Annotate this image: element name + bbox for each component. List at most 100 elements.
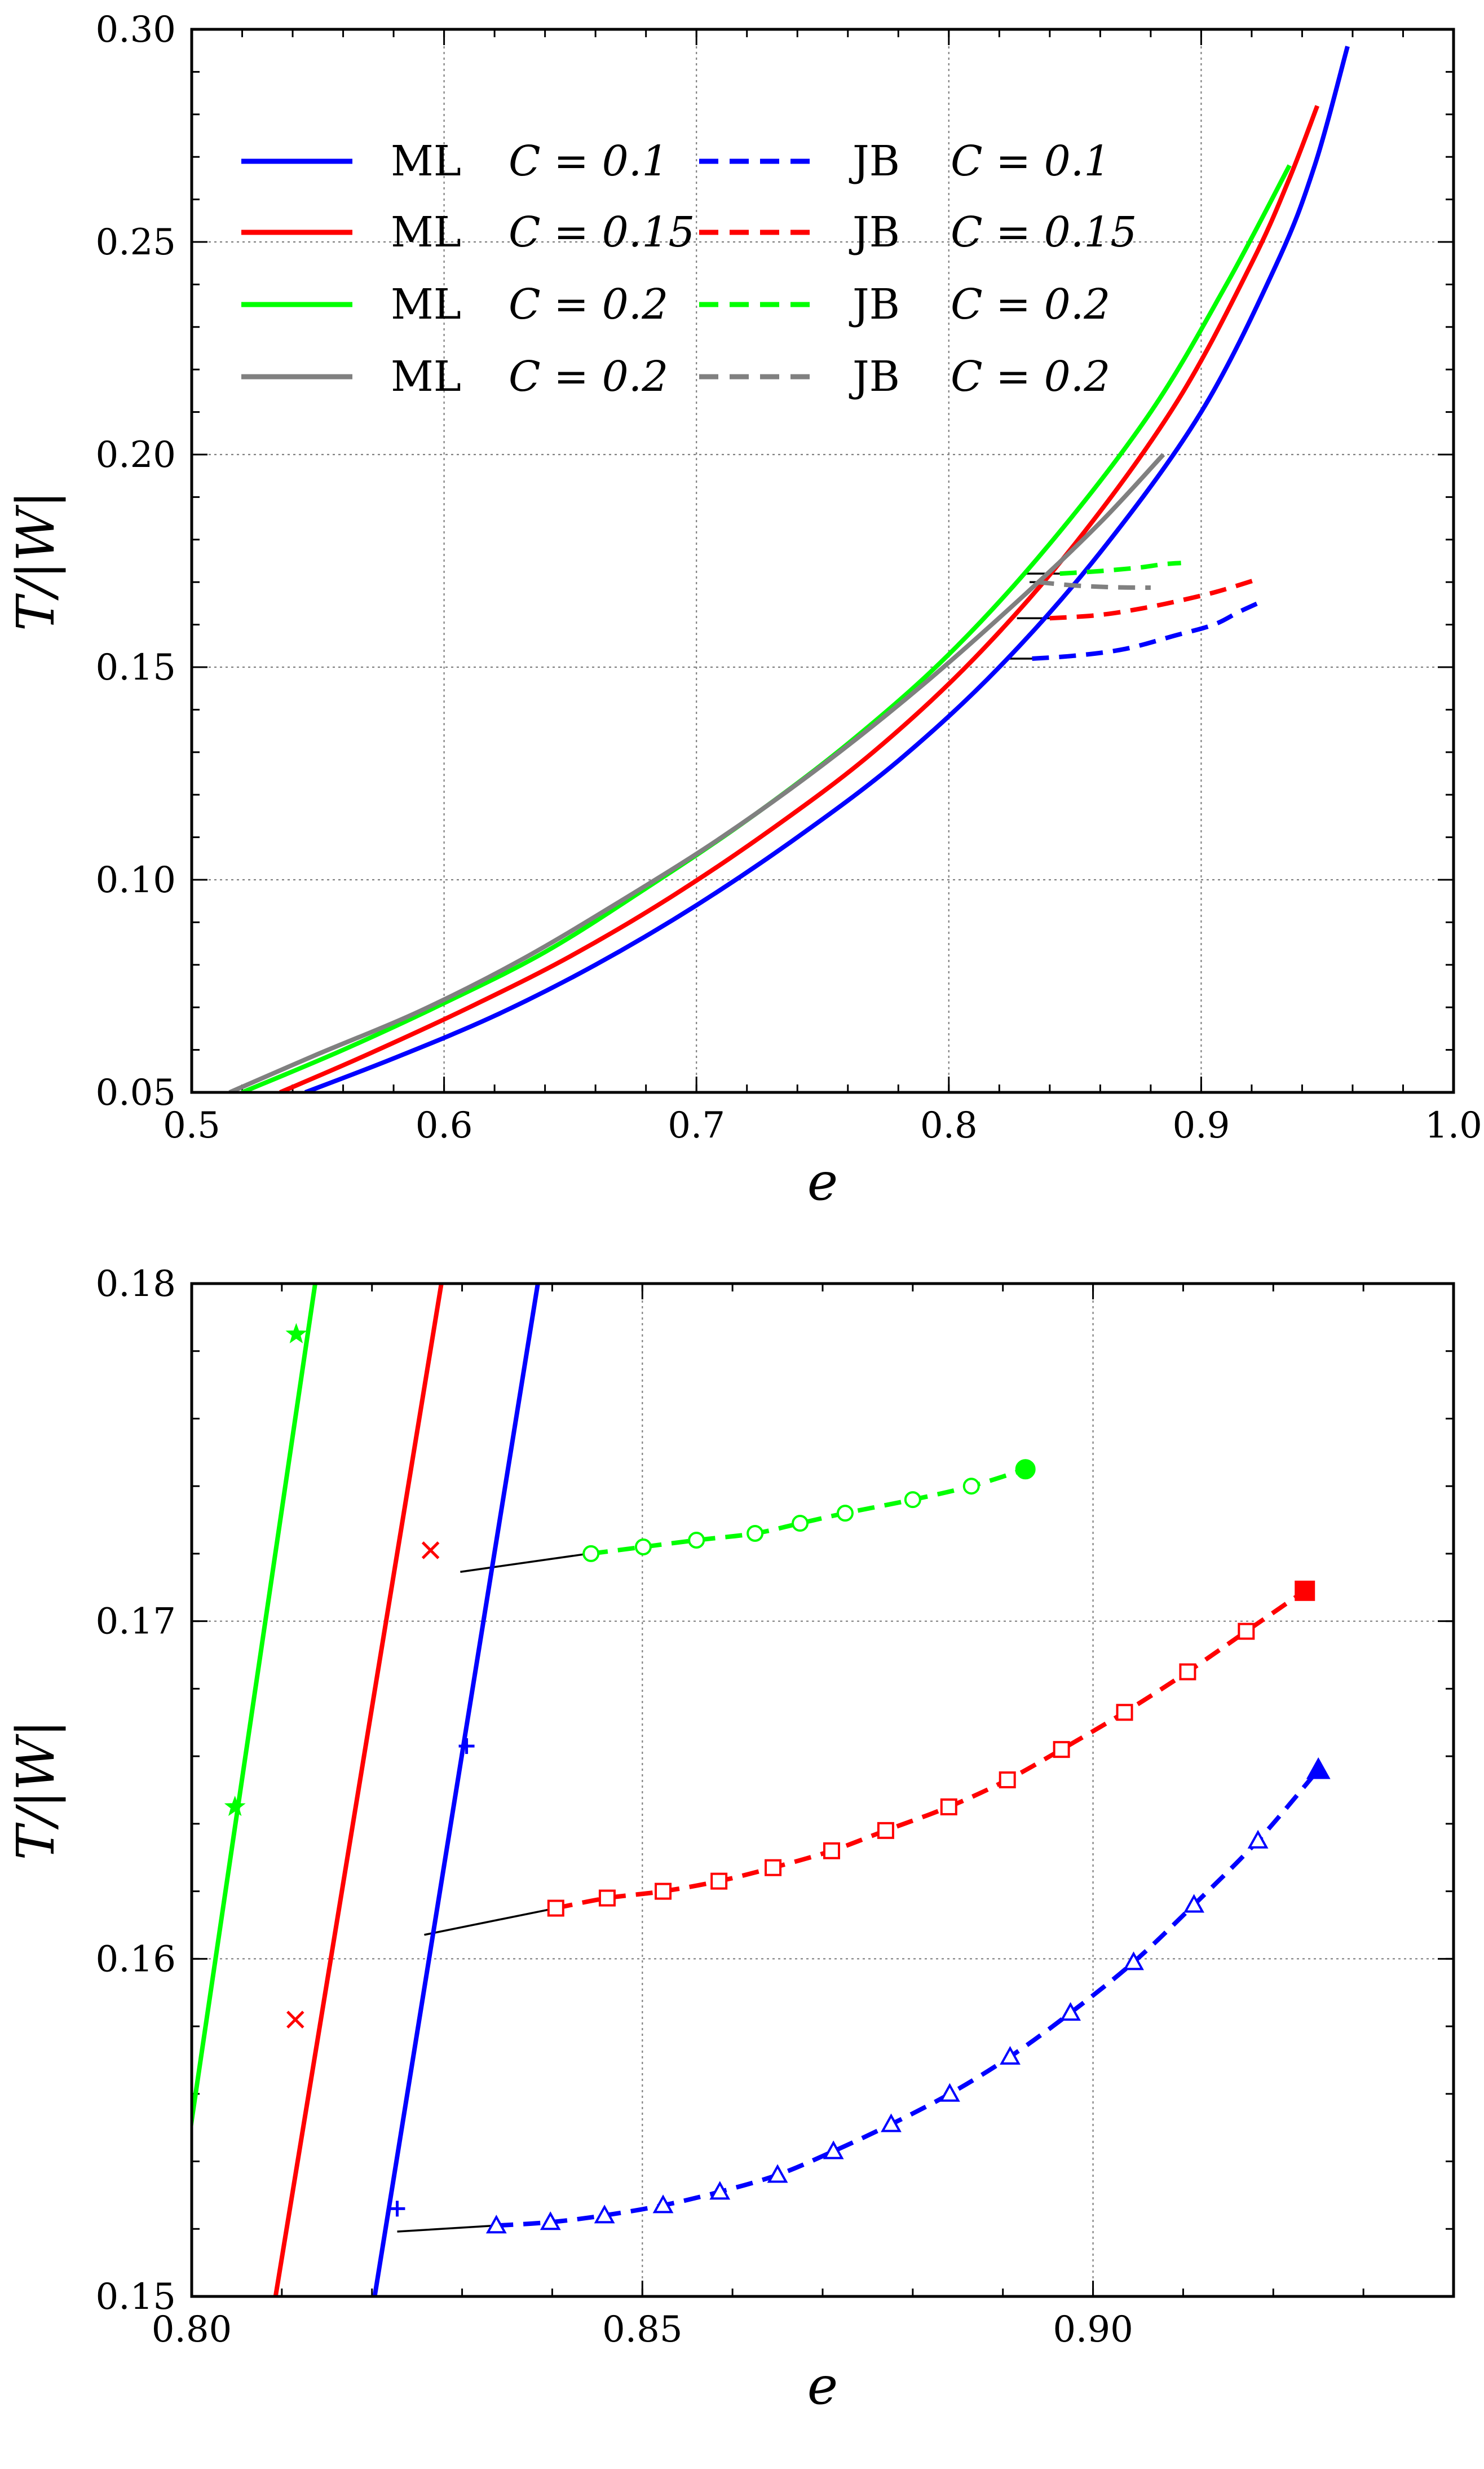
square-marker [655, 1882, 672, 1900]
zoom-plot-frame [190, 1282, 1455, 2298]
square-marker [999, 1771, 1016, 1789]
square-marker [547, 1899, 564, 1917]
filled-square-marker [1295, 1580, 1315, 1601]
series-line-jb-c-0-1 [496, 1768, 1320, 2228]
triangle-marker [594, 2205, 615, 2224]
x-tick-label: 1.0 [1425, 1105, 1482, 1147]
legend-model-label: ML [391, 208, 461, 257]
series-line-ml-c-0-1 [304, 46, 1350, 1092]
triangle-marker [1247, 1829, 1269, 1849]
legend-model-label: JB [849, 280, 900, 329]
series-line-jb-c-0-15 [1049, 576, 1260, 621]
filled-triangle-marker [1306, 1757, 1331, 1779]
triangle-marker [823, 2140, 844, 2159]
x-marker [286, 2011, 304, 2029]
overview-tick-labels: 0.5 0.6 0.7 0.8 0.9 1.0 0.05 0.10 0.15 0.20 0.25 0.… [96, 9, 1482, 1147]
circle-marker [792, 1515, 809, 1532]
triangle-marker [1123, 1951, 1144, 1970]
square-marker [1179, 1663, 1196, 1681]
square-marker [710, 1872, 728, 1890]
overview-legend: ML C = 0.1 ML C = 0.15 ML C = 0.2 ML C = 0.2 JB C… [241, 137, 1137, 401]
triangle-marker [939, 2083, 960, 2102]
square-marker [877, 1822, 894, 1839]
triangle-marker [652, 2194, 674, 2214]
circle-marker [582, 1545, 600, 1562]
x-tick-label: 0.8 [920, 1105, 978, 1147]
triangle-marker [881, 2113, 902, 2132]
overview-series [228, 46, 1350, 1092]
legend-value-label: C = 0.2 [951, 280, 1110, 329]
x-tick-label: 0.6 [416, 1105, 473, 1147]
connector-line [397, 2224, 497, 2233]
legend-value-label: C = 0.2 [951, 352, 1110, 401]
x-tick-label: 0.9 [1173, 1105, 1230, 1147]
plus-marker [458, 1738, 475, 1754]
x-tick-label: 0.80 [152, 2309, 232, 2351]
square-marker [1053, 1741, 1070, 1758]
series-line-ml-c-0-15 [273, 1284, 444, 2296]
legend-value-label: C = 0.2 [509, 280, 668, 329]
circle-marker [962, 1478, 980, 1495]
legend-model-label: JB [849, 208, 900, 257]
legend-model-label: JB [849, 137, 900, 186]
square-marker [940, 1798, 957, 1815]
legend-value-label: C = 0.2 [509, 352, 668, 401]
circle-marker [904, 1491, 921, 1509]
x-tick-label: 0.5 [163, 1105, 220, 1147]
circle-marker [688, 1531, 705, 1549]
zoom-markers [224, 1322, 1331, 2234]
triangle-marker [1000, 2045, 1021, 2065]
overview-ticks [191, 28, 1455, 1094]
x-tick-label: 0.7 [668, 1105, 725, 1147]
overview-plot-frame [190, 28, 1455, 1094]
zoom-y-axis-label: T/|W| [6, 1720, 66, 1860]
y-tick-label: 0.25 [96, 222, 176, 263]
star-marker [285, 1322, 307, 1343]
triangle-marker [767, 2164, 788, 2183]
overview-y-axis-label: T/|W| [6, 491, 66, 631]
triangle-marker [540, 2211, 561, 2230]
series-line-jb-c-0-15 [555, 1589, 1306, 1911]
legend-value-label: C = 0.1 [509, 137, 668, 186]
legend-model-label: ML [391, 352, 461, 401]
triangle-marker [485, 2215, 507, 2234]
square-marker [598, 1889, 616, 1907]
circle-marker [634, 1538, 652, 1555]
plus-marker [389, 2201, 405, 2217]
circle-marker [747, 1525, 764, 1542]
y-tick-label: 0.10 [96, 859, 176, 901]
y-tick-label: 0.17 [96, 1601, 176, 1643]
zoom-x-axis-label: e [807, 2356, 838, 2416]
series-line-jb-c-0-2-gray- [1037, 580, 1151, 590]
y-tick-label: 0.18 [96, 1263, 176, 1305]
legend-model-label: JB [849, 352, 900, 401]
triangle-marker [1060, 2002, 1081, 2021]
y-tick-label: 0.15 [96, 647, 176, 689]
square-marker [1116, 1704, 1133, 1721]
series-line-ml-c-0-1 [372, 1284, 540, 2296]
zoom-chart: 0.80 0.85 0.90 0.15 0.16 0.17 0.18 e T/|W| [6, 1263, 1455, 2416]
series-line-jb-c-0-2 [1059, 561, 1181, 576]
legend-model-label: ML [391, 137, 461, 186]
square-marker [1238, 1623, 1255, 1640]
legend-value-label: C = 0.1 [951, 137, 1110, 186]
series-line-jb-c-0-2 [590, 1467, 1026, 1556]
y-tick-label: 0.20 [96, 434, 176, 476]
series-line-ml-c-0-2 [192, 1284, 317, 2136]
overview-x-axis-label: e [807, 1152, 838, 1212]
overview-chart: 0.5 0.6 0.7 0.8 0.9 1.0 0.05 0.10 0.15 0.20 0.25 0.… [6, 9, 1482, 1212]
circle-marker [836, 1505, 854, 1522]
x-marker [421, 1541, 440, 1559]
triangle-marker [709, 2181, 731, 2200]
square-marker [823, 1842, 840, 1859]
series-line-jb-c-0-1 [1032, 598, 1265, 661]
zoom-tick-labels: 0.80 0.85 0.90 0.15 0.16 0.17 0.18 [96, 1263, 1133, 2351]
star-marker [224, 1795, 246, 1817]
triangle-marker [1183, 1894, 1205, 1913]
legend-value-label: C = 0.15 [951, 208, 1137, 257]
legend-model-label: ML [391, 280, 461, 329]
zoom-ticks [191, 1282, 1455, 2298]
legend-value-label: C = 0.15 [509, 208, 695, 257]
zoom-series [192, 1284, 1320, 2296]
